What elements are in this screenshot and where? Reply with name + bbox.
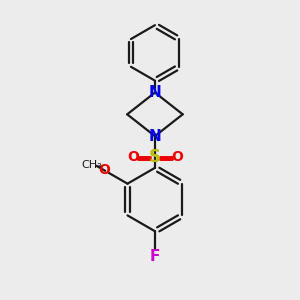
Text: N: N (148, 129, 161, 144)
Text: F: F (150, 248, 160, 263)
Text: O: O (171, 150, 183, 164)
Text: O: O (98, 163, 110, 177)
Text: O: O (127, 150, 139, 164)
Text: S: S (149, 148, 161, 166)
Text: N: N (148, 85, 161, 100)
Text: CH₃: CH₃ (81, 160, 102, 170)
